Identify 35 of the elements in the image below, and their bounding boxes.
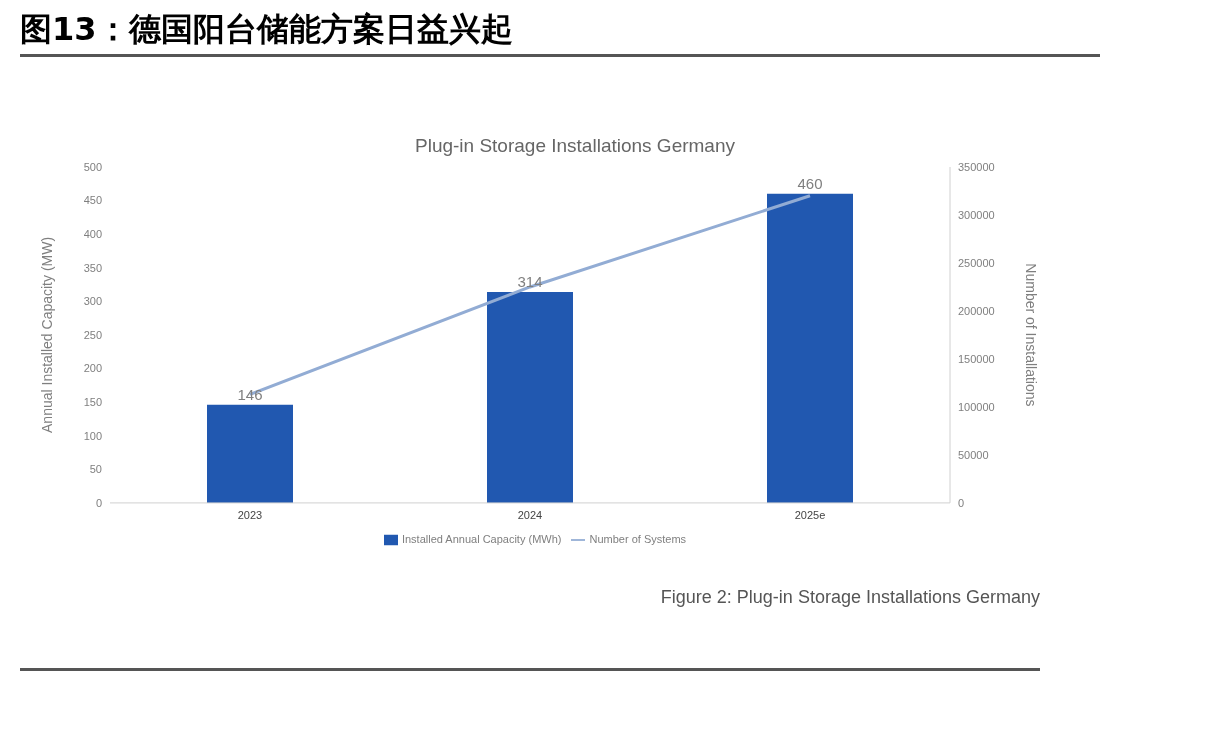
y-tick-label: 300 (83, 295, 102, 308)
bar (207, 404, 293, 503)
y-tick-label: 350 (83, 261, 102, 274)
data-label: 314 (517, 272, 543, 290)
y2-tick-label: 350000 (958, 160, 995, 173)
y2-tick-label: 50000 (958, 448, 989, 461)
y2-axis-title: Number of Installations (1023, 263, 1040, 407)
legend-label: Installed Annual Capacity (MWh) (401, 532, 562, 545)
x-tick-label: 2025e (794, 508, 826, 521)
y2-tick-label: 200000 (958, 304, 995, 317)
x-tick-label: 2023 (237, 508, 263, 521)
y-tick-label: 100 (83, 429, 102, 442)
chart-title: 图13：德国阳台储能方案日益兴起 (20, 8, 1100, 57)
y-tick-label: 150 (83, 396, 102, 409)
caption: Figure 2: Plug-in Storage Installations Germany (20, 587, 1040, 671)
legend-label: Number of Systems (589, 532, 687, 545)
y-tick-label: 50 (89, 463, 102, 476)
x-tick-label: 2024 (517, 508, 543, 521)
data-label: 460 (797, 174, 823, 192)
y2-tick-label: 0 (958, 496, 965, 509)
y2-tick-label: 250000 (958, 256, 995, 269)
y-tick-label: 450 (83, 194, 102, 207)
bar (487, 291, 573, 503)
y-tick-label: 200 (83, 362, 102, 375)
y2-tick-label: 300000 (958, 208, 995, 221)
chart-subtitle: Plug-in Storage Installations Germany (414, 135, 736, 157)
y2-tick-label: 100000 (958, 400, 995, 413)
y-tick-label: 500 (83, 160, 102, 173)
data-label: 146 (237, 385, 263, 403)
y-tick-label: 250 (83, 328, 102, 341)
y-tick-label: 400 (83, 228, 102, 241)
y2-tick-label: 150000 (958, 352, 995, 365)
y-tick-label: 0 (95, 496, 102, 509)
bar (767, 193, 853, 503)
y-axis-title: Annual Installed Capacity (MW) (38, 236, 55, 433)
